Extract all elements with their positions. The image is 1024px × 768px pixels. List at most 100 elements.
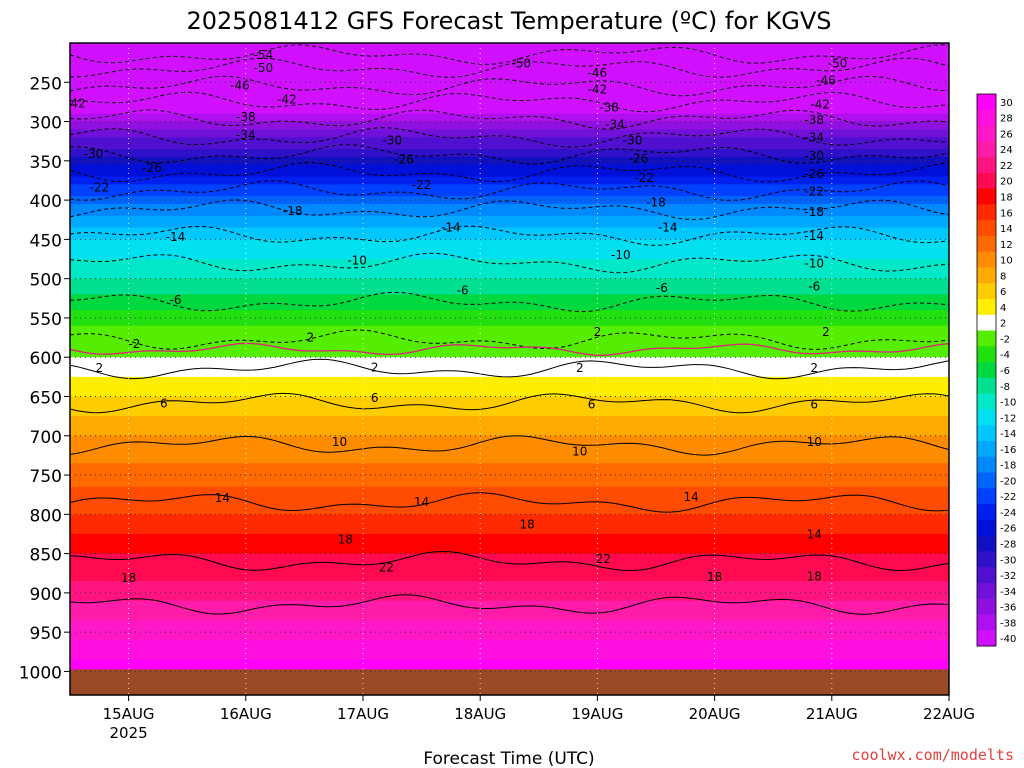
temperature-band (70, 215, 949, 221)
contour-label: -22 (634, 171, 654, 185)
temperature-band (70, 553, 949, 559)
freezing-level-line (70, 342, 949, 356)
contour-label: -22 (804, 184, 824, 198)
contour-label: 18 (707, 570, 722, 584)
temperature-band (70, 632, 949, 637)
temperature-band (70, 156, 949, 162)
isotherm-line (70, 180, 949, 201)
y-tick-label: 500 (30, 271, 62, 291)
temperature-band (70, 325, 949, 331)
temperature-band (70, 321, 949, 327)
temperature-band (70, 463, 949, 468)
temperature-band (70, 259, 949, 264)
colorbar-label: -26 (1000, 524, 1016, 535)
colorbar-swatch (977, 251, 996, 268)
y-tick-label: 900 (30, 585, 62, 605)
y-tick-label: 1000 (19, 663, 62, 683)
colorbar-swatch (977, 362, 996, 379)
temperature-band (70, 125, 949, 131)
isotherm-line (70, 550, 949, 572)
isotherm-line (70, 492, 949, 513)
colorbar-swatch (977, 535, 996, 552)
colorbar-swatch (977, 204, 996, 221)
contour-labels: -54-50 -50 -50-46 -46-46-46-42 -42-42-42-38-… (70, 48, 847, 585)
colorbar-swatch (977, 109, 996, 127)
colorbar-label: -10 (1000, 398, 1016, 409)
temperature-band (70, 282, 949, 288)
temperature-band (70, 141, 949, 146)
temperature-band (70, 211, 949, 217)
x-tick-label: 19AUG (571, 705, 623, 723)
plot-frame (69, 42, 950, 696)
temperature-bands (70, 43, 949, 695)
temperature-band (70, 490, 949, 496)
contour-label: -14 (658, 221, 678, 235)
contour-label: 2 (371, 360, 379, 374)
temperature-band (70, 557, 949, 563)
y-tick-label: 450 (30, 231, 62, 251)
temperature-band (70, 502, 949, 508)
contour-label: -6 (808, 280, 820, 294)
temperature-band (70, 172, 949, 178)
temperature-band (70, 129, 949, 134)
temperature-band (70, 266, 949, 272)
temperature-band (70, 196, 949, 201)
temperature-band (70, 164, 949, 170)
y-tick-label: 650 (30, 388, 62, 408)
temperature-band (70, 121, 949, 127)
temperature-band (70, 361, 949, 366)
colorbar-swatch (977, 141, 996, 158)
colorbar-label: -14 (1000, 429, 1016, 440)
temperature-band (70, 439, 949, 445)
temperature-band (70, 200, 949, 205)
temperature-band (70, 369, 949, 374)
temperature-band (70, 219, 949, 225)
contour-label: 6 (160, 397, 168, 411)
temperature-band (70, 109, 949, 115)
temperature-band (70, 526, 949, 531)
temperature-band (70, 333, 949, 339)
colorbar-swatch (977, 409, 996, 426)
temperature-band (70, 235, 949, 240)
isotherm-line (70, 329, 949, 350)
contour-label: 6 (810, 397, 818, 411)
temperature-band (70, 349, 949, 354)
colorbar-label: 14 (1000, 224, 1013, 235)
temperature-band (70, 541, 949, 547)
temperature-band (70, 50, 949, 56)
temperature-band (70, 459, 949, 464)
temperature-band (70, 255, 949, 260)
isotherm-line (70, 435, 949, 456)
isotherm-line (70, 162, 949, 183)
contour-label: -46 (230, 78, 250, 92)
colorbar-swatch (977, 488, 996, 505)
temperature-band (70, 90, 949, 95)
contour-label: -6 (656, 281, 668, 295)
contour-label: -18 (804, 205, 824, 219)
colorbar-swatch (977, 472, 996, 489)
temperature-band (70, 152, 949, 158)
temperature-band (70, 643, 949, 649)
colorbar-swatch (977, 582, 996, 600)
isotherm-line (70, 144, 949, 165)
contour-label: -50 (254, 61, 274, 75)
x-tick-label: 15AUG (103, 705, 155, 723)
temperature-band (70, 310, 949, 315)
isotherm-line (70, 57, 949, 78)
temperature-band (70, 149, 949, 154)
temperature-band (70, 341, 949, 347)
temperature-band (70, 66, 949, 72)
y-tick-label: 700 (30, 428, 62, 448)
contour-label: 10 (807, 435, 822, 449)
temperature-band (70, 592, 949, 598)
temperature-band (70, 423, 949, 429)
y-tick-label: 950 (30, 624, 62, 644)
temperature-band (70, 640, 949, 645)
y-tick-label: 550 (30, 310, 62, 330)
temperature-band (70, 655, 949, 661)
temperature-band (70, 337, 949, 343)
contour-label: -34 (605, 118, 625, 132)
temperature-band (70, 239, 949, 244)
x-tick-label: 20AUG (689, 705, 741, 723)
